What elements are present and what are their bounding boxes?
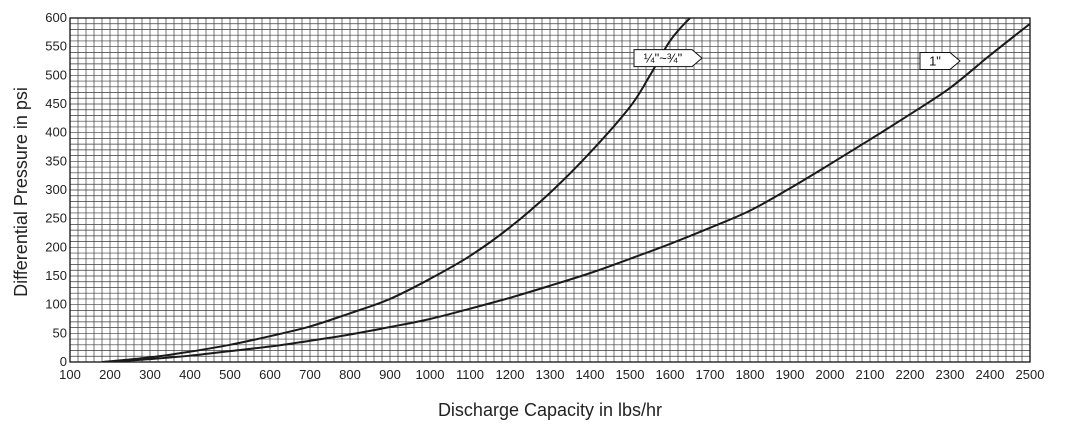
y-tick-label: 250 (45, 211, 67, 226)
x-tick-label: 1100 (456, 367, 484, 382)
series-line-1 (101, 18, 692, 362)
y-tick-label: 400 (45, 125, 67, 140)
y-tick-label: 550 (45, 39, 67, 54)
series-label: 1" (929, 54, 941, 69)
x-tick-label: 800 (339, 367, 361, 382)
x-tick-label: 1300 (536, 367, 565, 382)
y-tick-label: 150 (45, 268, 67, 283)
x-tick-label: 1000 (416, 367, 445, 382)
x-tick-label: 2400 (976, 367, 1005, 382)
x-tick-label: 400 (179, 367, 201, 382)
x-tick-labels: 100 200 300 400 500 600 700 800 900 1000 1100 1200 1… (59, 367, 1044, 382)
x-tick-label: 1800 (736, 367, 765, 382)
series-line-2 (101, 22, 1030, 362)
series-callouts: ¼"~¾" 1" (633, 49, 961, 70)
x-axis-label: Discharge Capacity in lbs/hr (438, 400, 662, 420)
series-label: ¼"~¾" (644, 51, 683, 66)
series-callout-2: 1" (919, 52, 961, 70)
y-tick-label: 450 (45, 96, 67, 111)
x-tick-label: 600 (259, 367, 281, 382)
x-tick-label: 700 (299, 367, 321, 382)
x-tick-label: 900 (379, 367, 401, 382)
series-callout-1: ¼"~¾" (633, 49, 703, 68)
y-tick-labels: 0 50 100 150 200 250 300 350 400 450 500 550 600 (45, 10, 67, 369)
y-tick-label: 200 (45, 239, 67, 254)
y-tick-label: 300 (45, 182, 67, 197)
y-tick-label: 100 (45, 297, 67, 312)
y-tick-label: 50 (53, 325, 67, 340)
x-tick-label: 300 (139, 367, 161, 382)
x-tick-label: 2300 (936, 367, 965, 382)
x-tick-label: 2200 (896, 367, 925, 382)
x-tick-label: 1200 (496, 367, 525, 382)
x-tick-label: 1400 (576, 367, 605, 382)
x-tick-label: 100 (59, 367, 81, 382)
x-tick-label: 200 (99, 367, 121, 382)
x-tick-label: 2000 (816, 367, 845, 382)
x-tick-label: 1700 (696, 367, 725, 382)
y-tick-label: 600 (45, 10, 67, 25)
y-tick-label: 500 (45, 67, 67, 82)
curves (101, 18, 1030, 362)
x-tick-label: 1900 (776, 367, 805, 382)
x-tick-label: 2500 (1016, 367, 1045, 382)
callout-arrow-shape (633, 49, 703, 68)
y-tick-label: 0 (60, 354, 67, 369)
x-tick-label: 2100 (856, 367, 885, 382)
x-tick-label: 1600 (656, 367, 685, 382)
plot-frame (69, 17, 1031, 363)
grid (69, 17, 1031, 363)
x-tick-label: 500 (219, 367, 241, 382)
x-tick-label: 1500 (616, 367, 645, 382)
y-axis-label: Differential Pressure in psi (11, 87, 31, 297)
callout-arrow-shape (919, 52, 961, 70)
y-tick-label: 350 (45, 153, 67, 168)
